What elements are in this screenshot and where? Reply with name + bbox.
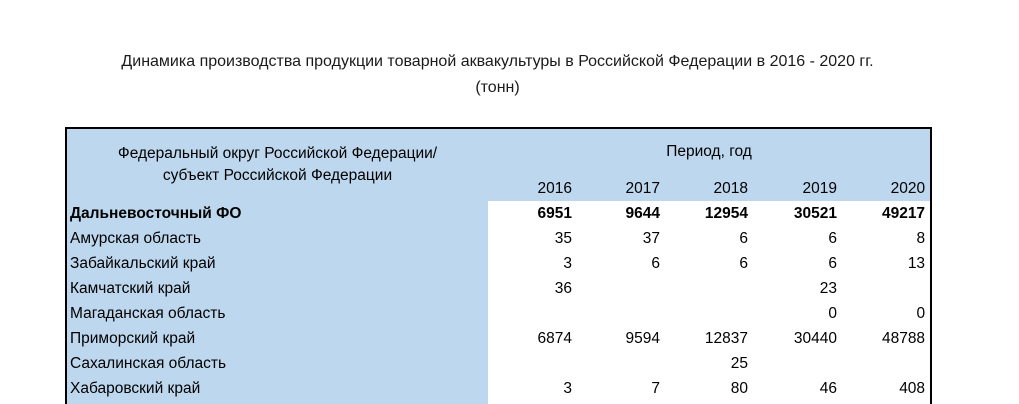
value-cell: 30521 bbox=[753, 201, 842, 226]
value-cell bbox=[665, 301, 753, 326]
value-cell bbox=[842, 401, 932, 404]
value-cell: 6 bbox=[753, 251, 842, 276]
value-cell: 9594 bbox=[577, 326, 665, 351]
value-cell: 6 bbox=[665, 251, 753, 276]
production-table: Федеральный округ Российской Федерации/ … bbox=[65, 127, 933, 404]
region-name-cell bbox=[66, 401, 488, 404]
region-name-cell: Камчатский край bbox=[66, 276, 488, 301]
value-cell bbox=[842, 351, 932, 376]
region-name-cell: Забайкальский край bbox=[66, 251, 488, 276]
value-cell: 9644 bbox=[577, 201, 665, 226]
value-cell: 3 bbox=[488, 251, 577, 276]
value-cell: 12837 bbox=[665, 326, 753, 351]
value-cell bbox=[577, 351, 665, 376]
value-cell: 37 bbox=[577, 226, 665, 251]
year-header-cell: 2019 bbox=[753, 174, 842, 201]
region-name-cell: Дальневосточный ФО bbox=[66, 201, 488, 226]
title-line: Динамика производства продукции товарной… bbox=[121, 53, 874, 70]
value-cell: 0 bbox=[842, 301, 932, 326]
value-cell bbox=[665, 401, 753, 404]
region-name-cell: Хабаровский край bbox=[66, 376, 488, 401]
table-row: Магаданская область 0 0 bbox=[66, 301, 932, 326]
period-header-cell: Период, год bbox=[488, 128, 932, 174]
region-header-line1: Федеральный округ Российской Федерации/ bbox=[117, 145, 438, 162]
region-name-cell: Амурская область bbox=[66, 226, 488, 251]
value-cell: 6951 bbox=[488, 201, 577, 226]
value-cell: 80 bbox=[665, 376, 753, 401]
year-header-cell: 2018 bbox=[665, 174, 753, 201]
value-cell bbox=[577, 301, 665, 326]
region-header-line2: субъект Российской Федерации bbox=[162, 167, 393, 184]
table-row: Забайкальский край 3 6 6 6 13 bbox=[66, 251, 932, 276]
value-cell: 6 bbox=[577, 251, 665, 276]
title-units: (тонн) bbox=[475, 79, 520, 96]
value-cell: 8 bbox=[842, 226, 932, 251]
table-row: Хабаровский край 3 7 80 46 408 bbox=[66, 376, 932, 401]
value-cell: 23 bbox=[753, 276, 842, 301]
value-cell: 36 bbox=[488, 276, 577, 301]
value-cell: 6 bbox=[753, 226, 842, 251]
value-cell bbox=[488, 401, 577, 404]
value-cell bbox=[577, 401, 665, 404]
value-cell: 46 bbox=[753, 376, 842, 401]
region-name-cell: Приморский край bbox=[66, 326, 488, 351]
page-title: Динамика производства продукции товарной… bbox=[65, 49, 930, 101]
year-header-cell: 2016 bbox=[488, 174, 577, 201]
value-cell: 12954 bbox=[665, 201, 753, 226]
year-header-cell: 2020 bbox=[842, 174, 932, 201]
value-cell: 35 bbox=[488, 226, 577, 251]
table-row: Дальневосточный ФО 6951 9644 12954 30521… bbox=[66, 201, 932, 226]
table-row: Амурская область 35 37 6 6 8 bbox=[66, 226, 932, 251]
header-row-years: 2016 2017 2018 2019 2020 bbox=[66, 174, 932, 201]
region-header-cell: Федеральный округ Российской Федерации/ … bbox=[66, 128, 488, 201]
value-cell bbox=[665, 276, 753, 301]
year-header-cell: 2017 bbox=[577, 174, 665, 201]
table-row: Приморский край 6874 9594 12837 30440 48… bbox=[66, 326, 932, 351]
value-cell: 408 bbox=[842, 376, 932, 401]
value-cell: 48788 bbox=[842, 326, 932, 351]
value-cell: 30440 bbox=[753, 326, 842, 351]
value-cell bbox=[577, 276, 665, 301]
value-cell: 25 bbox=[665, 351, 753, 376]
table-row-partial bbox=[66, 401, 932, 404]
value-cell: 3 bbox=[488, 376, 577, 401]
region-name-cell: Магаданская область bbox=[66, 301, 488, 326]
value-cell: 7 bbox=[577, 376, 665, 401]
value-cell: 49217 bbox=[842, 201, 932, 226]
value-cell bbox=[753, 351, 842, 376]
value-cell: 6 bbox=[665, 226, 753, 251]
value-cell: 0 bbox=[753, 301, 842, 326]
header-row-top: Федеральный округ Российской Федерации/ … bbox=[66, 128, 932, 201]
table-row: Сахалинская область 25 bbox=[66, 351, 932, 376]
value-cell: 6874 bbox=[488, 326, 577, 351]
value-cell bbox=[753, 401, 842, 404]
table-row: Камчатский край 36 23 bbox=[66, 276, 932, 301]
value-cell bbox=[488, 351, 577, 376]
value-cell: 13 bbox=[842, 251, 932, 276]
value-cell bbox=[488, 301, 577, 326]
region-name-cell: Сахалинская область bbox=[66, 351, 488, 376]
value-cell bbox=[842, 276, 932, 301]
